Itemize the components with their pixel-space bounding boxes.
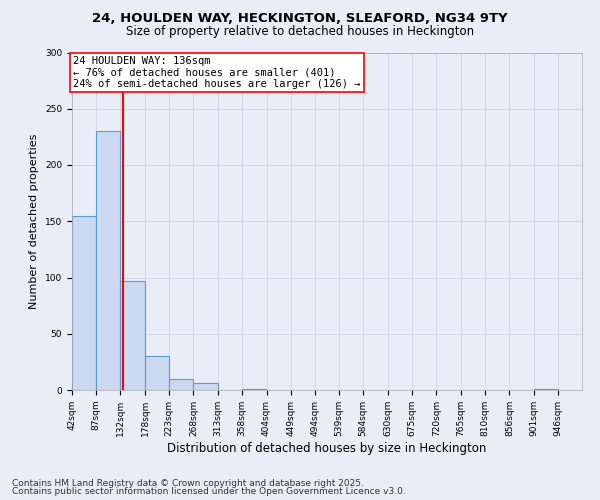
Bar [193,383,218,390]
X-axis label: Distribution of detached houses by size in Heckington: Distribution of detached houses by size … [167,442,487,454]
Y-axis label: Number of detached properties: Number of detached properties [29,134,40,309]
Text: Contains HM Land Registry data © Crown copyright and database right 2025.: Contains HM Land Registry data © Crown c… [12,478,364,488]
Bar [533,389,558,390]
Text: Contains public sector information licensed under the Open Government Licence v3: Contains public sector information licen… [12,487,406,496]
Bar [242,389,266,390]
Text: 24, HOULDEN WAY, HECKINGTON, SLEAFORD, NG34 9TY: 24, HOULDEN WAY, HECKINGTON, SLEAFORD, N… [92,12,508,26]
Bar [121,281,145,390]
Text: 24 HOULDEN WAY: 136sqm
← 76% of detached houses are smaller (401)
24% of semi-de: 24 HOULDEN WAY: 136sqm ← 76% of detached… [73,56,361,89]
Bar [72,216,96,390]
Bar [169,379,193,390]
Bar [96,131,121,390]
Text: Size of property relative to detached houses in Heckington: Size of property relative to detached ho… [126,25,474,38]
Bar [145,356,169,390]
